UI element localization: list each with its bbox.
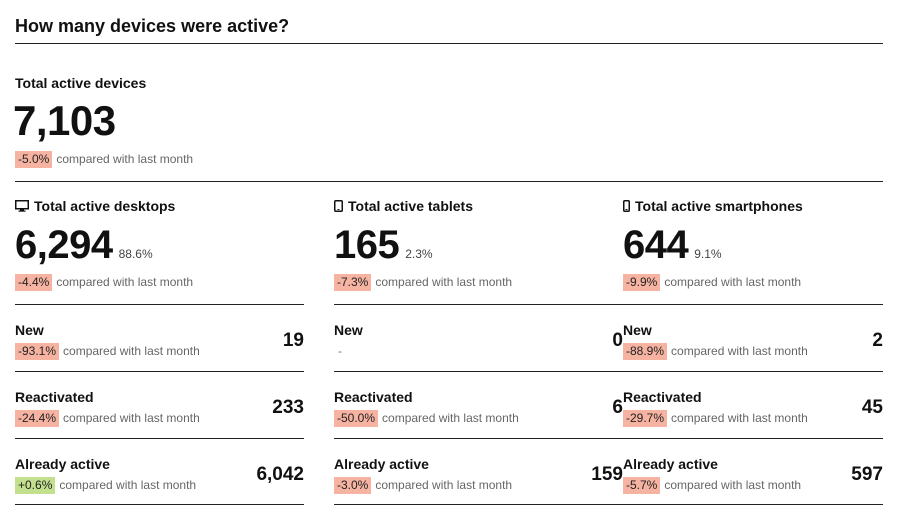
metric-value: 19 xyxy=(282,330,304,351)
change-badge: -7.3% xyxy=(334,274,372,291)
metric-comparison: +0.6% compared with last month xyxy=(15,476,196,494)
compare-text: compared with last month xyxy=(671,411,808,425)
metric-label: Already active xyxy=(15,456,110,472)
change-badge: +0.6% xyxy=(15,477,56,494)
smartphone-icon xyxy=(623,200,630,212)
change-badge: -3.0% xyxy=(334,477,372,494)
compare-text: compared with last month xyxy=(664,478,802,492)
column-comparison: -7.3% compared with last month xyxy=(334,273,512,291)
metric-row: Reactivated -50.0% compared with last mont… xyxy=(334,371,623,438)
metric-comparison: -93.1% compared with last month xyxy=(15,342,200,360)
change-badge: -4.4% xyxy=(15,274,53,291)
metric-value: 159 xyxy=(591,464,623,485)
column-total: 6,294 88.6% xyxy=(15,225,153,265)
column-comparison: -4.4% compared with last month xyxy=(15,273,193,291)
metric-value: 233 xyxy=(272,397,304,418)
compare-text: compared with last month xyxy=(664,275,802,289)
change-badge: -93.1% xyxy=(15,343,60,360)
column-heading: Total active desktops xyxy=(15,198,175,214)
change-badge: -9.9% xyxy=(623,274,661,291)
column-heading-label: Total active tablets xyxy=(348,198,474,214)
metric-label: Already active xyxy=(334,456,429,472)
metric-comparison: -50.0% compared with last month xyxy=(334,409,519,427)
column-heading-label: Total active smartphones xyxy=(635,198,803,214)
column-heading: Total active tablets xyxy=(334,198,473,214)
metric-label: New xyxy=(623,322,652,338)
metric-comparison: -88.9% compared with last month xyxy=(623,342,808,360)
column-total: 165 2.3% xyxy=(334,225,433,265)
compare-text: compared with last month xyxy=(63,344,200,358)
compare-text: compared with last month xyxy=(671,344,808,358)
change-badge: -88.9% xyxy=(623,343,668,360)
title-divider xyxy=(15,43,883,44)
metric-label: Already active xyxy=(623,456,718,472)
metric-row: Already active -3.0% compared with last mo… xyxy=(334,438,623,505)
total-devices-label: Total active devices xyxy=(15,75,147,91)
change-badge: -24.4% xyxy=(15,410,60,427)
compare-text: compared with last month xyxy=(56,275,194,289)
desktop-icon xyxy=(15,200,29,212)
compare-text: compared with last month xyxy=(382,411,519,425)
column-heading-label: Total active desktops xyxy=(34,198,176,214)
device-column-tablets: Total active tablets 165 2.3% -7.3% compared… xyxy=(334,181,623,521)
change-badge: -50.0% xyxy=(334,410,379,427)
column-bottom-divider xyxy=(334,504,623,505)
column-share: 88.6% xyxy=(118,247,153,261)
metric-row: New -88.9% compared with last month 2 xyxy=(623,304,883,371)
tablet-icon xyxy=(334,200,343,212)
column-total-value: 644 xyxy=(623,223,689,267)
metric-row: New - 0 xyxy=(334,304,623,371)
column-bottom-divider xyxy=(623,504,883,505)
total-devices-comparison: -5.0% compared with last month xyxy=(15,150,193,168)
column-bottom-divider xyxy=(15,504,304,505)
metric-label: New xyxy=(15,322,44,338)
total-devices-value: 7,103 xyxy=(13,97,116,144)
compare-text: compared with last month xyxy=(56,152,194,166)
compare-text: compared with last month xyxy=(59,478,197,492)
metric-row: Reactivated -29.7% compared with last mont… xyxy=(623,371,883,438)
metric-comparison: -5.7% compared with last month xyxy=(623,476,801,494)
metric-row: Already active +0.6% compared with last mo… xyxy=(15,438,304,505)
metric-comparison: - xyxy=(334,342,345,360)
metric-label: Reactivated xyxy=(334,389,413,405)
metric-value: 45 xyxy=(861,397,883,418)
column-heading: Total active smartphones xyxy=(623,198,803,214)
column-share: 9.1% xyxy=(694,247,722,261)
metric-row: New -93.1% compared with last month 19 xyxy=(15,304,304,371)
metric-value: 2 xyxy=(872,330,883,351)
metric-comparison: -3.0% compared with last month xyxy=(334,476,512,494)
metric-comparison: -29.7% compared with last month xyxy=(623,409,808,427)
metric-value: 0 xyxy=(612,330,623,351)
section-divider xyxy=(15,181,883,182)
metric-row: Already active -5.7% compared with last mo… xyxy=(623,438,883,505)
metric-label: Reactivated xyxy=(15,389,94,405)
metric-comparison: -24.4% compared with last month xyxy=(15,409,200,427)
column-total: 644 9.1% xyxy=(623,225,722,265)
page-title: How many devices were active? xyxy=(15,16,290,36)
metric-label: New xyxy=(334,322,363,338)
change-badge: -29.7% xyxy=(623,410,668,427)
change-badge: -5.0% xyxy=(15,151,53,168)
change-badge: -5.7% xyxy=(623,477,661,494)
device-column-desktops: Total active desktops 6,294 88.6% -4.4% comp… xyxy=(15,181,304,521)
device-column-smartphones: Total active smartphones 644 9.1% -9.9% comp… xyxy=(623,181,883,521)
metric-value: 6,042 xyxy=(256,464,304,485)
metric-value: 597 xyxy=(851,464,883,485)
compare-text: compared with last month xyxy=(375,275,513,289)
compare-text: compared with last month xyxy=(63,411,200,425)
column-share: 2.3% xyxy=(405,247,433,261)
metric-value: 6 xyxy=(612,397,623,418)
metric-row: Reactivated -24.4% compared with last mont… xyxy=(15,371,304,438)
compare-text: compared with last month xyxy=(375,478,513,492)
column-comparison: -9.9% compared with last month xyxy=(623,273,801,291)
column-total-value: 165 xyxy=(334,223,400,267)
column-total-value: 6,294 xyxy=(15,223,113,267)
change-badge: - xyxy=(338,344,342,358)
metric-label: Reactivated xyxy=(623,389,702,405)
